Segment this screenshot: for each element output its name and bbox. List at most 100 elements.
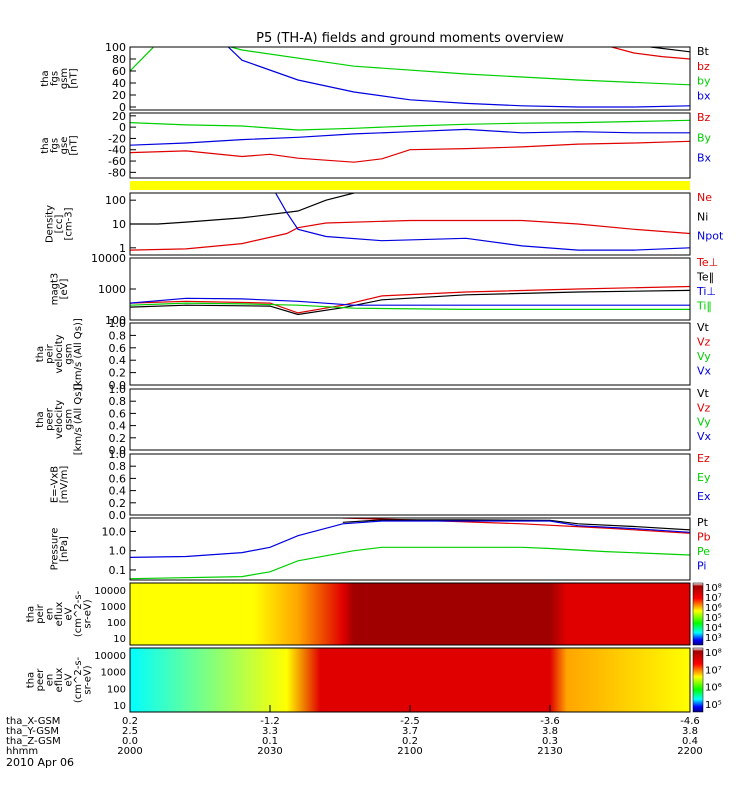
panel-peir_velocity: 1.00.80.60.40.20.0 thapeirvelocitygsm[km/… <box>35 317 712 392</box>
x-tick-label: 0.0 <box>122 736 138 747</box>
y-tick-label: 100 <box>107 684 126 695</box>
legend-Ne: Ne <box>697 191 712 204</box>
series-Ne <box>130 219 690 251</box>
x-tick-label: -2.5 <box>400 716 420 727</box>
y-tick-label: 0.8 <box>109 329 127 342</box>
y-tick-label: 0.4 <box>109 485 127 498</box>
panel-frame <box>129 582 691 646</box>
y-tick-label: 0.0 <box>109 444 127 457</box>
x-tick-label: 2130 <box>537 746 562 757</box>
y-axis-label: velocity <box>54 334 65 373</box>
x-tick-label: 3.8 <box>682 726 698 737</box>
x-tick-label: -4.6 <box>680 716 700 727</box>
series-Ni <box>130 193 355 225</box>
legend-Ni: Ni <box>697 210 708 223</box>
x-axis-row-label: tha_Z-GSM <box>6 736 61 747</box>
y-tick-label: 0 <box>119 101 126 114</box>
panel-frame <box>129 517 691 581</box>
x-tick-label: 3.8 <box>542 726 558 737</box>
y-tick-label: 0.8 <box>109 460 127 473</box>
legend-bx: bx <box>697 89 711 102</box>
x-tick-label: 0.3 <box>542 736 558 747</box>
series-bx <box>227 47 690 108</box>
date-label: 2010 Apr 06 <box>6 756 74 769</box>
y-axis-label: gsm <box>64 343 75 364</box>
legend-Npot: Npot <box>697 230 724 243</box>
panel-density: 100 10 1 Density[cc][cm-3] Ne Ni Npot <box>45 191 724 256</box>
x-tick-label: 2200 <box>677 746 702 757</box>
y-axis-label: [nT] <box>68 68 79 88</box>
legend-Ex: Ex <box>697 490 711 503</box>
y-axis-label: E=-VxB <box>49 466 60 503</box>
series-Bt <box>649 47 690 53</box>
legend-Vt: Vt <box>697 387 710 400</box>
colorbar-peer_eflux <box>692 647 704 713</box>
y-tick-label: 100 <box>105 194 126 207</box>
x-tick-label: -1.2 <box>260 716 280 727</box>
colorbar-tick: 10⁸ <box>705 648 722 659</box>
panel-frame <box>129 257 691 321</box>
y-axis-label: tha <box>35 346 46 362</box>
y-tick-label: 0.0 <box>109 509 127 522</box>
colorbar-tick: 10⁵ <box>705 700 722 711</box>
y-tick-label: 10 <box>113 701 126 712</box>
legend-bz: bz <box>697 60 710 73</box>
y-tick-label: 0.2 <box>109 432 127 445</box>
colorbar-tick: 10³ <box>705 633 722 644</box>
y-tick-label: 1 <box>119 242 126 255</box>
y-tick-label: 0 <box>119 121 126 134</box>
legend-Bt: Bt <box>697 45 710 58</box>
y-tick-label: 20 <box>112 110 126 123</box>
x-tick-label: 2000 <box>117 746 142 757</box>
y-tick-label: 10 <box>112 218 126 231</box>
y-axis-label: magt3 <box>49 273 60 306</box>
x-tick-label: -3.6 <box>540 716 560 727</box>
x-tick-label: 2030 <box>257 746 282 757</box>
y-tick-label: 0.1 <box>109 564 127 577</box>
y-axis-label: tha <box>26 672 37 688</box>
panel-frame <box>129 192 691 256</box>
panel-efield: 1.00.80.60.40.20.0 E=-VxB[mV/m] Ez Ey Ex <box>49 448 711 522</box>
legend-Pi: Pi <box>697 560 706 573</box>
y-axis-label: (cm^2-s- <box>73 590 84 637</box>
y-axis-label: gse <box>59 137 70 155</box>
y-axis-label: [km/s (All Qs)] <box>73 318 84 390</box>
y-tick-label: 20 <box>112 89 126 102</box>
y-axis-label: [cc] <box>54 215 65 234</box>
legend-Vy: Vy <box>697 416 711 429</box>
x-axis-row-label: tha_Y-GSM <box>6 726 59 737</box>
heatmap-peer_eflux <box>130 648 690 712</box>
y-axis-label: peir <box>45 343 56 363</box>
y-tick-label: 1000 <box>98 283 126 296</box>
y-tick-label: 10000 <box>94 586 126 597</box>
y-tick-label: 0.2 <box>109 367 127 380</box>
legend-Te‖: Te‖ <box>696 271 714 284</box>
series-Bz <box>130 140 690 163</box>
y-axis-label: Pressure <box>49 528 60 571</box>
legend-Vt: Vt <box>697 321 710 334</box>
x-axis-row-label: tha_X-GSM <box>6 716 60 727</box>
heatmap-peir_eflux <box>130 583 690 645</box>
legend-Pt: Pt <box>697 516 709 529</box>
y-tick-label: -40 <box>108 144 126 157</box>
series-Pi <box>130 520 690 558</box>
y-axis-label: [mV/m] <box>59 466 70 504</box>
y-axis-label: en <box>45 608 56 621</box>
y-tick-label: -60 <box>108 155 126 168</box>
legend-Vy: Vy <box>697 350 711 363</box>
series-Ti⊥ <box>130 297 690 306</box>
y-tick-label: 0.4 <box>109 420 127 433</box>
y-axis-label: eflux <box>54 668 65 693</box>
y-axis-label: eV <box>64 673 75 686</box>
legend-By: By <box>697 131 712 144</box>
y-axis-label: tha <box>35 411 46 427</box>
y-axis-label: tha <box>26 606 37 622</box>
y-tick-label: 40 <box>112 77 126 90</box>
y-tick-label: 10000 <box>94 651 126 662</box>
y-tick-label: 1.0 <box>109 448 127 461</box>
y-axis-label: [km/s (All Qs)] <box>73 384 84 456</box>
y-tick-label: -80 <box>108 166 126 179</box>
yellow-flag-bar <box>130 181 690 190</box>
figure-title: P5 (TH-A) fields and ground moments over… <box>256 31 564 46</box>
